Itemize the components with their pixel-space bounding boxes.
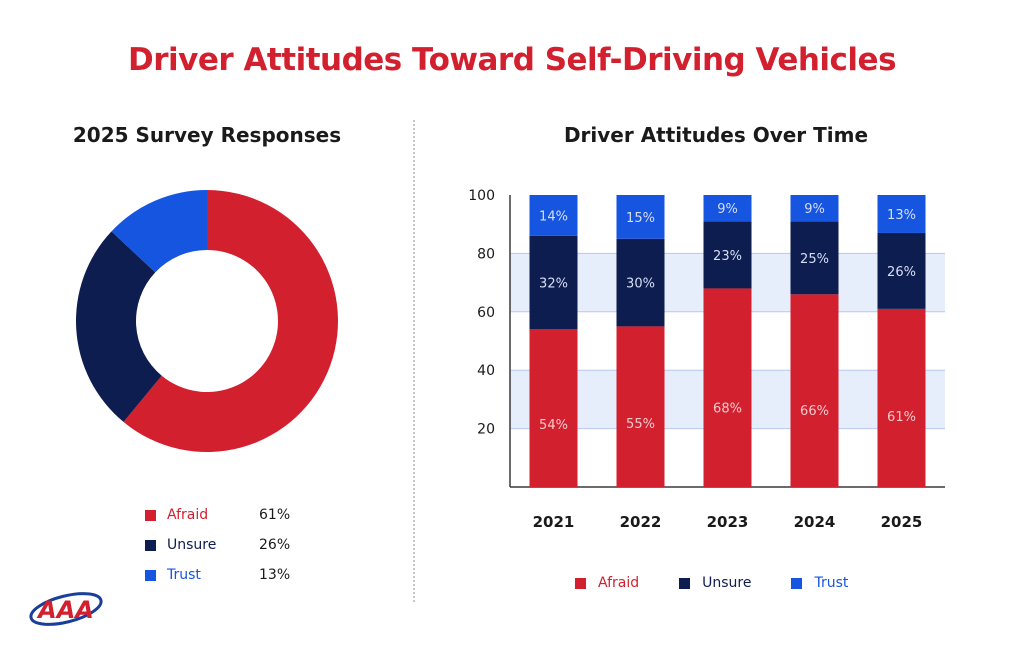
stacked-bar-chart: 20 40 60 80 100 54% 32% 14% 2021 55% 30% 15% 2022 68%… — [468, 188, 945, 531]
y-tick-label: 100 — [468, 188, 495, 204]
bar-trust-2023 — [703, 195, 752, 222]
x-tick-label: 2021 — [533, 513, 575, 531]
y-tick-label: 60 — [477, 305, 495, 321]
bar-chart-title: Driver Attitudes Over Time — [563, 123, 869, 147]
main-title: Driver Attitudes Toward Self-Driving Veh… — [127, 42, 897, 78]
section-divider — [413, 120, 415, 602]
logo-swoosh-icon — [29, 592, 103, 626]
data-label-unsure-2024: 25% — [800, 252, 829, 267]
data-label-unsure-2025: 26% — [887, 265, 916, 280]
bar-legend-swatch-unsure — [679, 577, 691, 589]
data-label-afraid-2021: 54% — [539, 418, 568, 433]
data-label-afraid-2023: 68% — [713, 402, 742, 417]
bar-afraid-2024 — [790, 294, 839, 487]
bar-unsure-2024 — [790, 221, 839, 295]
bar-legend-label-afraid: Afraid — [598, 575, 640, 591]
x-tick-label: 2025 — [881, 513, 923, 531]
bar-legend-item-trust: Trust — [791, 575, 848, 591]
bar-trust-2022 — [616, 195, 665, 239]
donut-legend-item-unsure: Unsure 26% — [145, 530, 305, 560]
data-label-trust-2024: 9% — [804, 202, 825, 217]
bar-legend-label-trust: Trust — [814, 575, 849, 591]
bar-trust-2024 — [790, 195, 839, 222]
data-label-trust-2021: 14% — [539, 209, 568, 224]
bar-legend: Afraid Unsure Trust — [575, 572, 888, 594]
legend-swatch-trust — [145, 569, 156, 581]
donut-chart-title: 2025 Survey Responses — [72, 123, 342, 147]
y-tick-label: 20 — [477, 422, 495, 438]
data-label-trust-2025: 13% — [887, 208, 916, 223]
data-label-unsure-2021: 32% — [539, 277, 568, 292]
bar-trust-2021 — [529, 195, 578, 236]
donut-legend: Afraid 61% Unsure 26% Trust 13% — [145, 500, 305, 590]
bar-legend-swatch-afraid — [575, 577, 586, 589]
bar-trust-2025 — [877, 195, 926, 233]
legend-swatch-afraid — [145, 509, 156, 521]
bar-unsure-2021 — [529, 235, 578, 330]
legend-label-trust: Trust — [167, 567, 201, 583]
data-label-afraid-2022: 55% — [626, 417, 655, 432]
donut-slice-unsure — [75, 231, 162, 422]
bar-unsure-2025 — [877, 232, 926, 309]
data-label-trust-2023: 9% — [717, 202, 738, 217]
data-label-afraid-2024: 66% — [800, 404, 829, 419]
bar-unsure-2023 — [703, 221, 752, 289]
legend-value-unsure: 26% — [259, 537, 291, 553]
bar-afraid-2021 — [529, 329, 578, 487]
bar-afraid-2023 — [703, 288, 752, 487]
y-tick-label: 80 — [477, 246, 495, 262]
y-tick-label: 40 — [477, 363, 495, 379]
donut-legend-item-trust: Trust 13% — [145, 560, 305, 590]
aaa-logo: AAA — [29, 592, 103, 626]
donut-chart — [75, 190, 338, 453]
bar-legend-item-afraid: Afraid — [575, 575, 639, 591]
bar-legend-item-unsure: Unsure — [679, 575, 751, 591]
donut-legend-item-afraid: Afraid 61% — [145, 500, 305, 530]
bar-legend-swatch-trust — [791, 577, 803, 589]
data-label-afraid-2025: 61% — [887, 410, 916, 425]
legend-label-unsure: Unsure — [167, 537, 217, 553]
x-tick-label: 2024 — [794, 513, 836, 531]
donut-slice-trust — [111, 190, 207, 273]
donut-slice-afraid — [123, 190, 338, 453]
legend-label-afraid: Afraid — [167, 507, 209, 523]
data-label-unsure-2022: 30% — [626, 277, 655, 292]
data-label-trust-2022: 15% — [626, 211, 655, 226]
x-tick-label: 2023 — [707, 513, 749, 531]
bar-afraid-2022 — [616, 326, 665, 487]
x-tick-label: 2022 — [620, 513, 662, 531]
legend-value-trust: 13% — [259, 567, 291, 583]
bar-afraid-2025 — [877, 308, 926, 487]
logo-text: AAA — [36, 596, 94, 624]
legend-swatch-unsure — [145, 539, 156, 551]
bar-legend-label-unsure: Unsure — [702, 575, 752, 591]
data-label-unsure-2023: 23% — [713, 249, 742, 264]
bar-unsure-2022 — [616, 238, 665, 327]
legend-value-afraid: 61% — [259, 507, 291, 523]
